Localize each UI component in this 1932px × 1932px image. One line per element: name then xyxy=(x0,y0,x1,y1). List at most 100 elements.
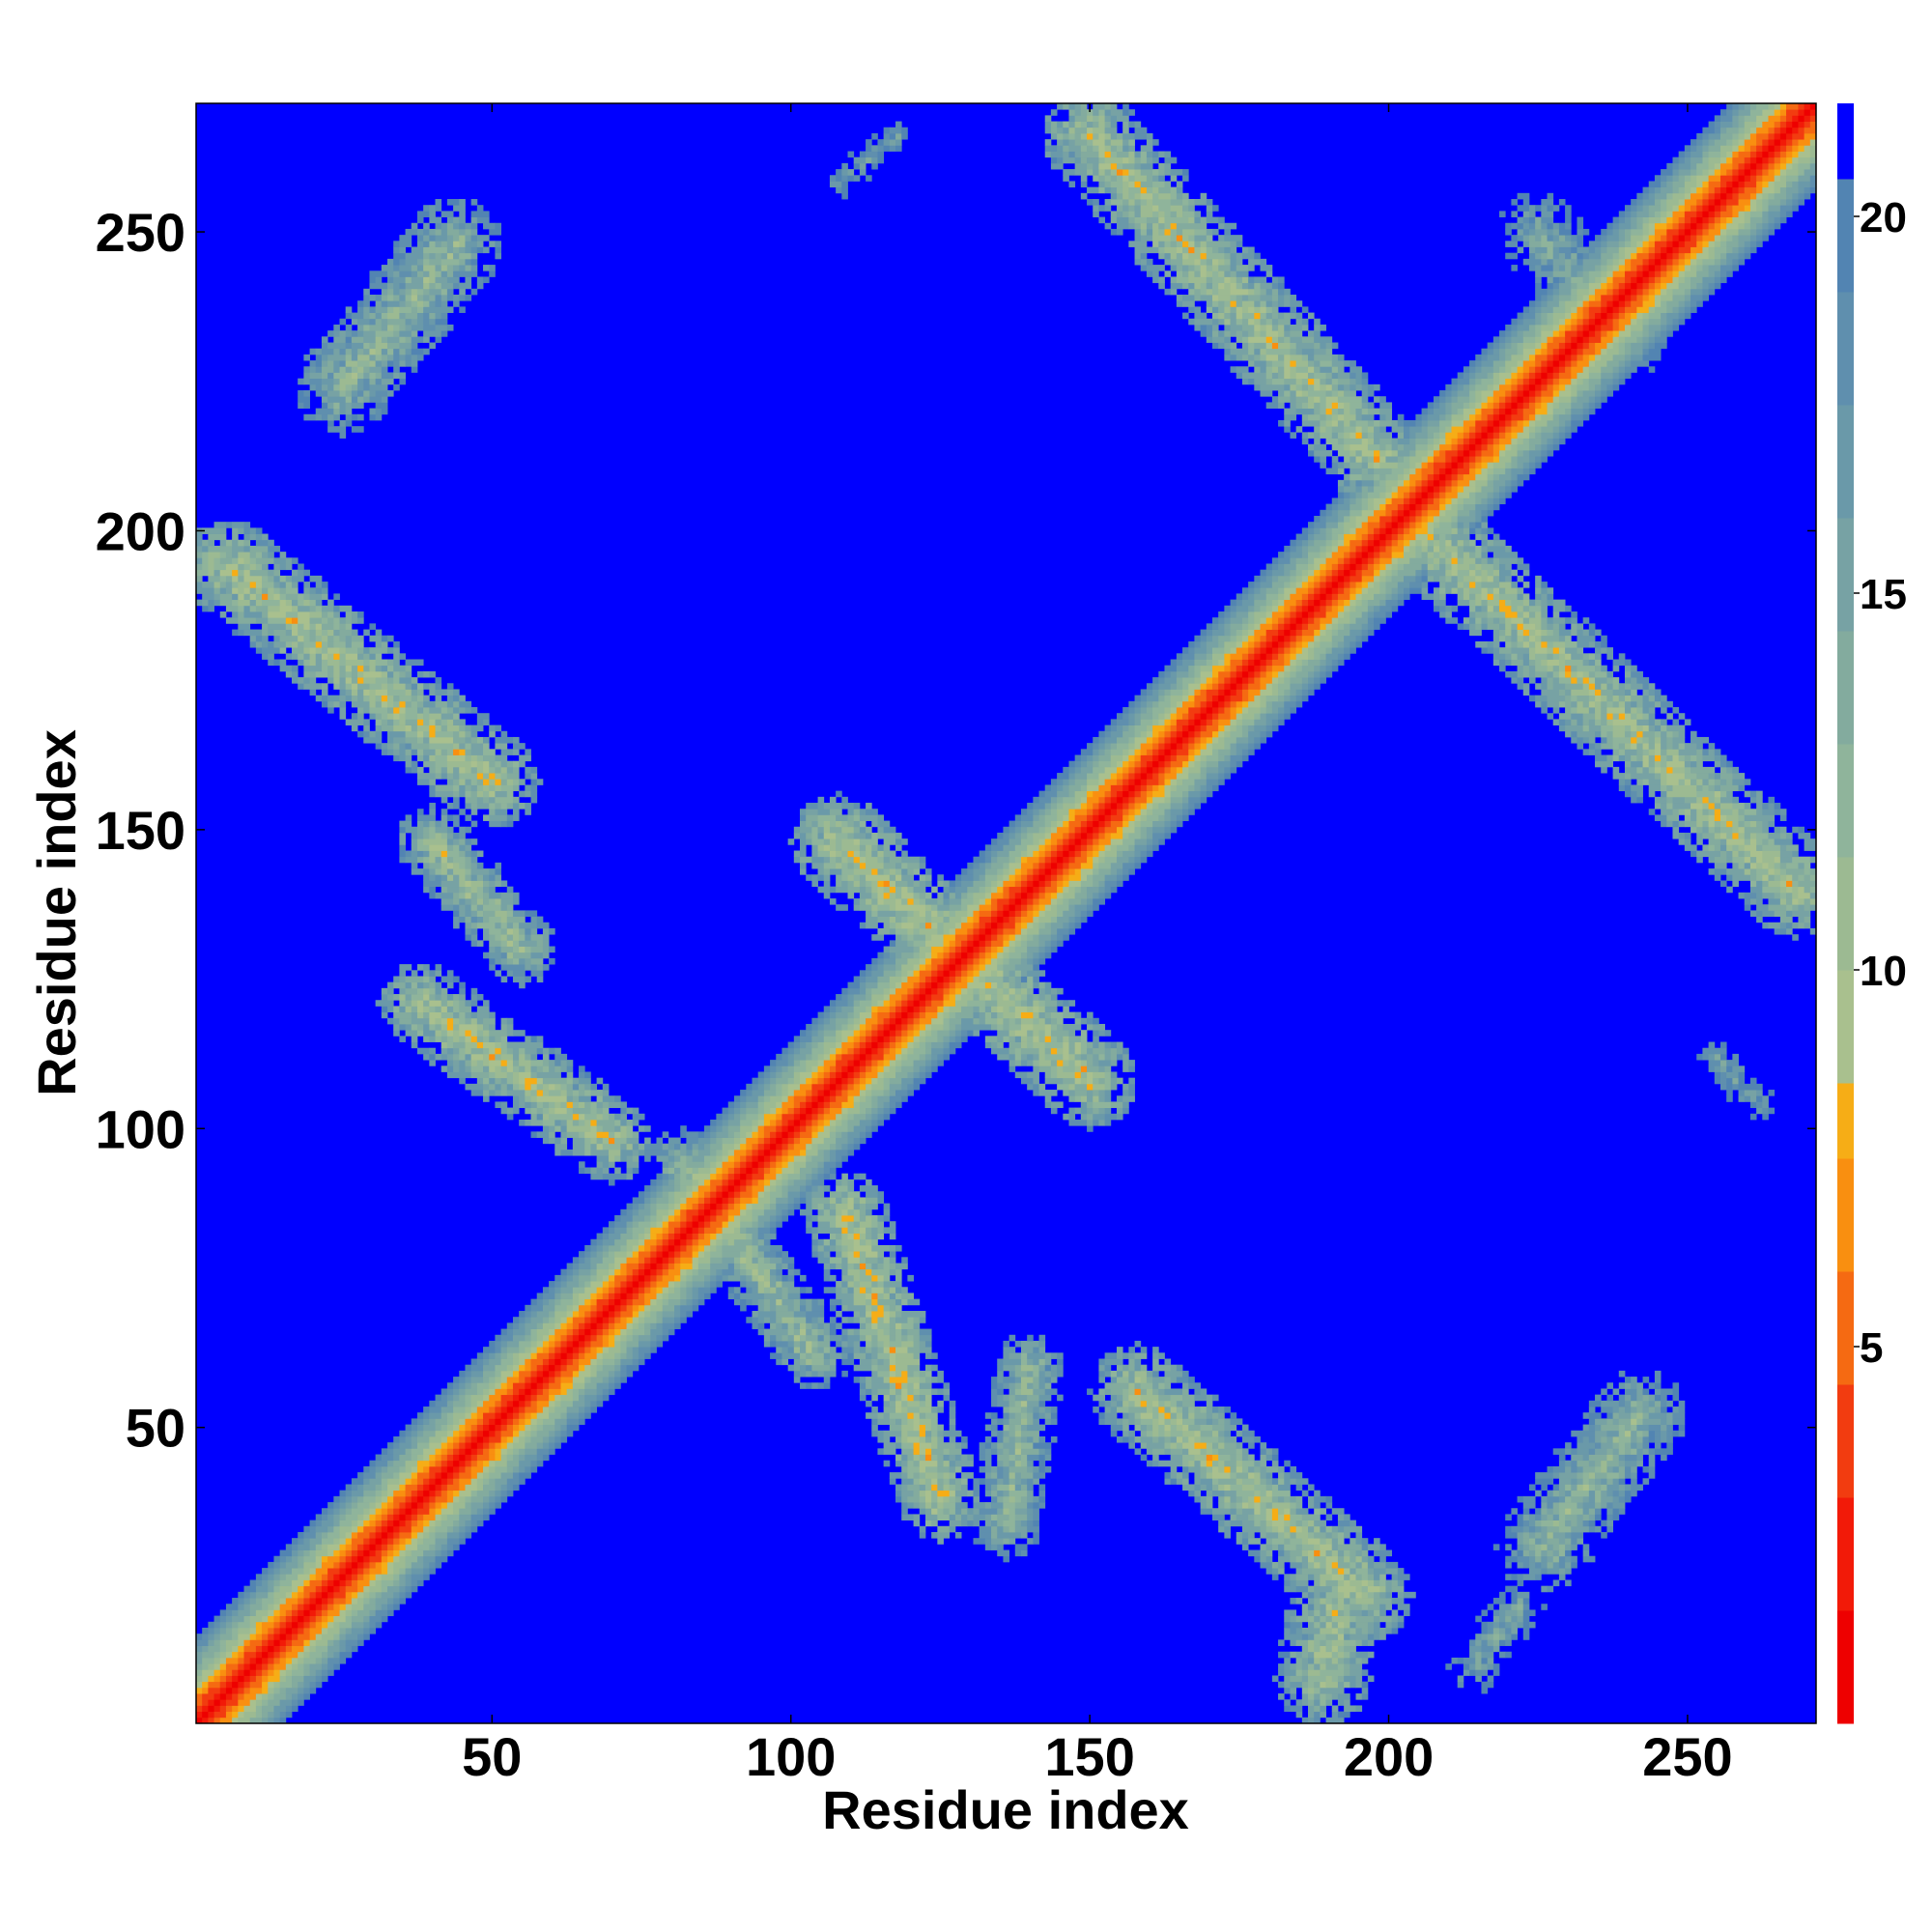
heatmap-cell xyxy=(196,1699,203,1706)
heatmap-cell xyxy=(483,1484,496,1492)
heatmap-cell xyxy=(1278,1568,1285,1575)
heatmap-cell xyxy=(895,1406,902,1413)
heatmap-cell xyxy=(416,1490,424,1497)
heatmap-cell xyxy=(841,1257,848,1264)
heatmap-cell xyxy=(279,1609,287,1617)
heatmap-cell xyxy=(991,1465,998,1473)
heatmap-cell xyxy=(620,1281,627,1288)
heatmap-cell xyxy=(979,1508,998,1515)
heatmap-cell xyxy=(752,1191,759,1198)
heatmap-cell xyxy=(357,1585,364,1593)
heatmap-cell xyxy=(495,1460,508,1467)
heatmap-cell xyxy=(650,1203,657,1210)
heatmap-cell xyxy=(285,1669,293,1676)
heatmap-cell xyxy=(1595,1424,1602,1432)
heatmap-cell xyxy=(357,1579,370,1587)
heatmap-cell xyxy=(823,1113,837,1121)
heatmap-cell xyxy=(1606,1525,1613,1533)
heatmap-cell xyxy=(596,1113,604,1121)
heatmap-cell xyxy=(1295,1525,1303,1533)
heatmap-cell xyxy=(1654,1435,1662,1443)
heatmap-cell xyxy=(351,1484,358,1492)
heatmap-cell xyxy=(554,1358,561,1366)
heatmap-cell xyxy=(1260,1520,1267,1527)
heatmap-cell xyxy=(1308,1699,1315,1706)
heatmap-cell xyxy=(1601,1531,1607,1539)
heatmap-cell xyxy=(542,1442,550,1449)
heatmap-cell xyxy=(1391,1598,1405,1605)
heatmap-cell xyxy=(1014,1424,1022,1432)
heatmap-cell xyxy=(262,1645,269,1653)
heatmap-cell xyxy=(584,1137,591,1145)
heatmap-cell xyxy=(279,1657,287,1664)
heatmap-cell xyxy=(249,1681,263,1689)
heatmap-cell xyxy=(579,1394,585,1402)
heatmap-cell xyxy=(871,1287,885,1293)
heatmap-cell xyxy=(1254,1555,1261,1563)
heatmap-cell xyxy=(1618,1370,1626,1378)
heatmap-cell xyxy=(1547,1538,1560,1545)
heatmap-cell xyxy=(1595,1525,1602,1533)
heatmap-cell xyxy=(1020,1520,1028,1527)
heatmap-cell xyxy=(733,1215,741,1222)
heatmap-cell xyxy=(800,1167,812,1175)
heatmap-cell xyxy=(1200,1472,1208,1479)
heatmap-cell xyxy=(901,1293,914,1300)
heatmap-cell xyxy=(626,1268,634,1276)
heatmap-cell xyxy=(1499,1627,1506,1634)
heatmap-cell xyxy=(823,1208,831,1216)
heatmap-cell xyxy=(877,1221,885,1228)
heatmap-cell xyxy=(1152,1358,1159,1366)
heatmap-cell xyxy=(997,1531,1022,1539)
heatmap-cell xyxy=(836,1161,842,1168)
heatmap-cell xyxy=(1337,1531,1345,1539)
heatmap-cell xyxy=(931,1508,938,1515)
heatmap-cell xyxy=(1284,1579,1291,1587)
heatmap-cell xyxy=(243,1585,257,1593)
heatmap-cell xyxy=(1337,1585,1356,1593)
heatmap-cell xyxy=(1224,1520,1231,1527)
heatmap-cell xyxy=(1320,1508,1326,1515)
heatmap-cell xyxy=(1176,1400,1183,1407)
heatmap-cell xyxy=(806,1149,818,1156)
heatmap-cell xyxy=(285,1663,293,1670)
heatmap-cell xyxy=(1320,1711,1326,1719)
heatmap-cell xyxy=(1009,1465,1028,1473)
heatmap-cell xyxy=(1385,1585,1393,1593)
heatmap-cell xyxy=(954,1502,968,1509)
heatmap-cell xyxy=(363,1465,370,1473)
heatmap-cell xyxy=(907,1465,921,1473)
heatmap-cell xyxy=(836,1143,842,1151)
heatmap-cell xyxy=(303,1669,310,1676)
heatmap-cell xyxy=(1152,1400,1159,1407)
heatmap-cell xyxy=(429,1525,436,1533)
heatmap-cell xyxy=(733,1179,741,1186)
heatmap-cell xyxy=(309,1568,317,1575)
heatmap-cell xyxy=(1636,1430,1643,1437)
heatmap-cell xyxy=(1618,1465,1626,1473)
heatmap-cell xyxy=(602,1137,610,1145)
heatmap-cell xyxy=(1517,1561,1524,1569)
heatmap-cell xyxy=(243,1651,257,1659)
heatmap-cell xyxy=(662,1215,669,1222)
heatmap-cell xyxy=(327,1568,340,1575)
heatmap-cell xyxy=(1278,1484,1291,1492)
heatmap-cell xyxy=(512,1418,520,1425)
heatmap-cell xyxy=(1265,1555,1273,1563)
heatmap-cell xyxy=(1122,1107,1129,1115)
heatmap-cell xyxy=(841,1173,848,1180)
heatmap-cell xyxy=(866,1317,872,1323)
heatmap-cell xyxy=(416,1472,430,1479)
heatmap-cell xyxy=(1170,1377,1178,1383)
heatmap-cell xyxy=(614,1334,621,1342)
heatmap-cell xyxy=(476,1460,484,1467)
heatmap-cell xyxy=(446,1448,454,1455)
heatmap-cell xyxy=(841,1298,855,1306)
heatmap-cell xyxy=(285,1675,293,1683)
heatmap-cell xyxy=(811,1382,818,1389)
heatmap-cell xyxy=(315,1639,328,1646)
heatmap-cell xyxy=(196,1651,203,1659)
heatmap-cell xyxy=(1290,1598,1297,1605)
heatmap-cell xyxy=(351,1598,358,1605)
heatmap-cell xyxy=(381,1508,388,1515)
